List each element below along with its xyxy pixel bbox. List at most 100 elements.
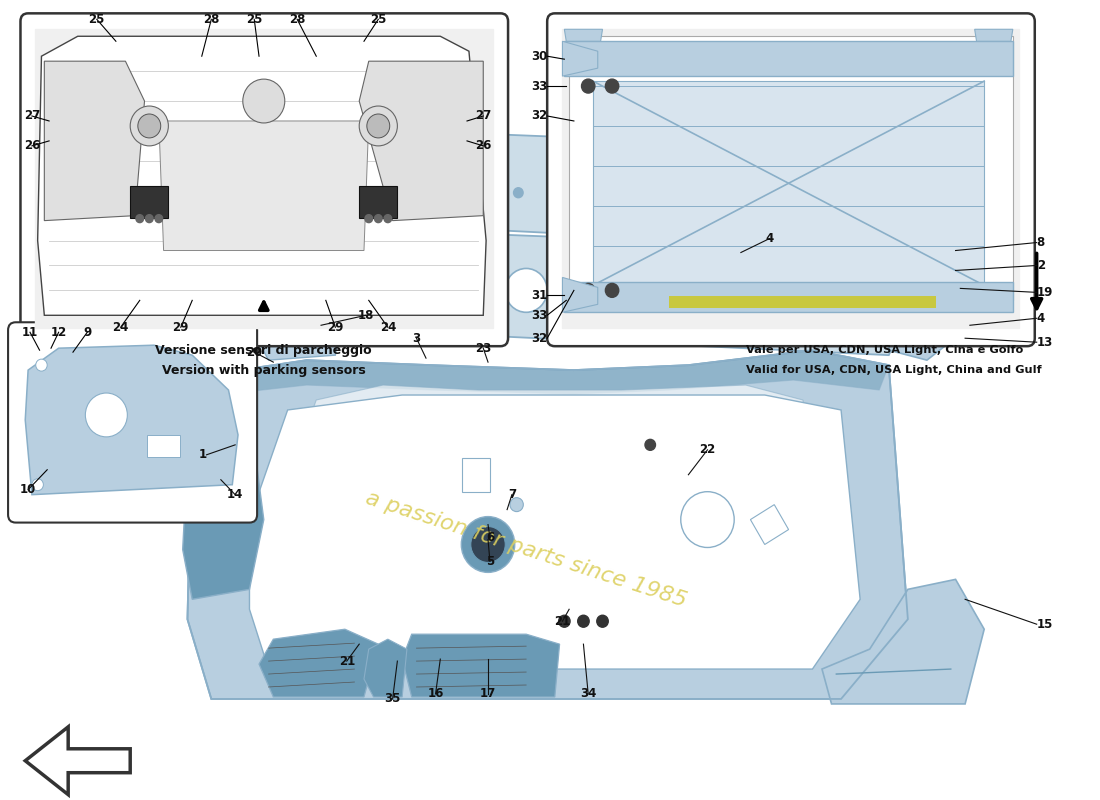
Polygon shape xyxy=(975,30,1013,42)
Text: 7: 7 xyxy=(508,488,516,501)
Circle shape xyxy=(626,288,635,297)
Polygon shape xyxy=(25,727,130,794)
FancyBboxPatch shape xyxy=(147,435,179,457)
Text: a passion for parts since 1985: a passion for parts since 1985 xyxy=(363,488,690,611)
Circle shape xyxy=(311,188,321,198)
Text: 32: 32 xyxy=(531,332,547,345)
Circle shape xyxy=(547,188,557,198)
Circle shape xyxy=(605,283,618,298)
Text: 33: 33 xyxy=(531,309,547,322)
Circle shape xyxy=(595,288,603,297)
Circle shape xyxy=(315,288,323,297)
Polygon shape xyxy=(822,579,984,704)
Polygon shape xyxy=(250,270,345,360)
Polygon shape xyxy=(183,410,264,599)
Circle shape xyxy=(681,492,734,547)
Polygon shape xyxy=(258,290,321,345)
Polygon shape xyxy=(564,30,603,42)
Circle shape xyxy=(345,288,354,297)
Circle shape xyxy=(360,106,397,146)
Polygon shape xyxy=(25,345,238,494)
Polygon shape xyxy=(250,395,860,669)
Circle shape xyxy=(130,106,168,146)
Circle shape xyxy=(559,615,570,627)
Circle shape xyxy=(378,188,388,198)
Circle shape xyxy=(366,114,389,138)
Text: 10: 10 xyxy=(20,483,36,496)
Circle shape xyxy=(615,188,624,198)
Circle shape xyxy=(408,288,417,297)
Text: 25: 25 xyxy=(370,13,386,26)
Polygon shape xyxy=(235,226,922,355)
Circle shape xyxy=(514,188,524,198)
Text: 16: 16 xyxy=(428,687,443,701)
Polygon shape xyxy=(669,296,936,308)
Circle shape xyxy=(648,188,658,198)
Circle shape xyxy=(365,214,373,222)
Circle shape xyxy=(384,214,392,222)
Polygon shape xyxy=(593,81,984,286)
Text: 21: 21 xyxy=(554,614,571,628)
Circle shape xyxy=(138,114,161,138)
Text: 28: 28 xyxy=(204,13,220,26)
Circle shape xyxy=(874,288,883,297)
Text: 27: 27 xyxy=(24,110,40,122)
Text: 2: 2 xyxy=(1036,259,1045,272)
Polygon shape xyxy=(562,42,597,76)
Text: 26: 26 xyxy=(24,139,40,152)
Polygon shape xyxy=(889,250,975,360)
Text: 29: 29 xyxy=(173,321,189,334)
Text: 15: 15 xyxy=(1036,618,1053,630)
Circle shape xyxy=(719,288,728,297)
Circle shape xyxy=(645,439,656,450)
Circle shape xyxy=(502,288,510,297)
Text: 26: 26 xyxy=(475,139,492,152)
Polygon shape xyxy=(268,126,927,250)
Text: 18: 18 xyxy=(358,309,374,322)
Text: 31: 31 xyxy=(531,289,547,302)
Circle shape xyxy=(505,269,547,312)
Circle shape xyxy=(532,288,541,297)
Circle shape xyxy=(850,188,860,198)
Circle shape xyxy=(578,615,590,627)
Text: 12: 12 xyxy=(51,326,67,338)
Text: 21: 21 xyxy=(339,654,355,667)
Circle shape xyxy=(471,526,505,562)
Circle shape xyxy=(155,214,163,222)
Text: 8: 8 xyxy=(1036,236,1045,249)
Polygon shape xyxy=(44,61,144,221)
Text: 1: 1 xyxy=(198,448,207,462)
Text: 3: 3 xyxy=(412,332,420,345)
Polygon shape xyxy=(913,290,960,345)
Polygon shape xyxy=(569,36,1013,300)
Text: Vale per USA, CDN, USA Light, Cina e Golfo: Vale per USA, CDN, USA Light, Cina e Gol… xyxy=(746,345,1023,355)
Circle shape xyxy=(813,288,822,297)
Circle shape xyxy=(597,615,608,627)
Circle shape xyxy=(844,288,852,297)
Text: 9: 9 xyxy=(84,326,91,338)
Circle shape xyxy=(689,288,696,297)
Text: 28: 28 xyxy=(289,13,306,26)
Text: 24: 24 xyxy=(379,321,396,334)
Polygon shape xyxy=(564,42,1013,76)
Circle shape xyxy=(582,79,595,93)
FancyBboxPatch shape xyxy=(726,188,745,202)
Circle shape xyxy=(243,79,285,123)
Text: 24: 24 xyxy=(112,321,129,334)
Circle shape xyxy=(284,288,292,297)
FancyBboxPatch shape xyxy=(462,458,490,492)
Text: 14: 14 xyxy=(227,488,243,501)
Circle shape xyxy=(682,188,692,198)
Text: 25: 25 xyxy=(89,13,104,26)
Circle shape xyxy=(816,188,826,198)
Text: 35: 35 xyxy=(384,693,400,706)
Circle shape xyxy=(145,214,153,222)
Text: europarts: europarts xyxy=(72,294,598,606)
Polygon shape xyxy=(562,278,597,312)
Polygon shape xyxy=(187,350,907,699)
Polygon shape xyxy=(360,61,483,221)
Circle shape xyxy=(461,517,515,572)
Text: 17: 17 xyxy=(480,687,496,701)
Polygon shape xyxy=(562,30,1020,328)
Text: 29: 29 xyxy=(327,321,343,334)
